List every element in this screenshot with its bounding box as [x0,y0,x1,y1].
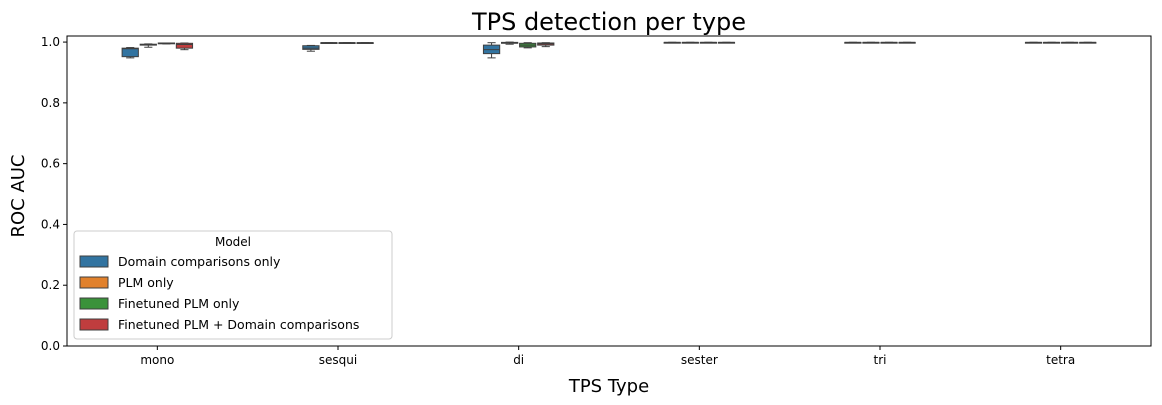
box-body [302,45,320,50]
legend-swatch-domain-comparisons-only [79,255,109,268]
box-finetuned-plm-domain-comparisons-tetra [1079,41,1097,44]
box-domain-comparisons-only-sester [663,41,681,44]
legend-swatch-finetuned-plm-domain-comparisons [79,318,109,331]
box-plm-only-sesqui [320,42,338,44]
box-body [121,47,139,58]
box-finetuned-plm-domain-comparisons-di [537,42,555,48]
box-domain-comparisons-only-mono [121,47,139,59]
box-domain-comparisons-only-sesqui [302,44,320,52]
chart-title: TPS detection per type [471,8,746,36]
box-finetuned-plm-domain-comparisons-sesqui [356,42,374,44]
y-tick-label: 0.2 [41,278,60,292]
legend-label-domain-comparisons-only: Domain comparisons only [118,254,281,269]
legend-label-finetuned-plm-domain-comparisons: Finetuned PLM + Domain comparisons [118,317,359,332]
box-finetuned-plm-only-tetra [1061,41,1079,44]
box-body [175,42,194,49]
x-tick-label-di: di [513,353,524,367]
box-plm-only-di [501,41,519,45]
axes: 0.0 0.2 0.4 0.6 0.8 1.0 mono sesqui di sester tri t… [41,35,1152,367]
legend-frame [73,230,393,340]
x-tick-label-sester: sester [681,353,718,367]
y-tick-label: 0.6 [41,157,60,171]
box-plm-only-tri [862,41,880,44]
box-finetuned-plm-domain-comparisons-tri [898,41,916,44]
box-finetuned-plm-only-mono [157,42,175,45]
legend-title: Model [215,235,251,249]
x-tick-label-tetra: tetra [1046,353,1075,367]
legend-label-finetuned-plm-only: Finetuned PLM only [118,296,240,311]
box-domain-comparisons-only-tetra [1024,41,1043,44]
y-tick-label: 0.4 [41,217,60,231]
x-axis-label: TPS Type [568,376,649,397]
x-tick-label-mono: mono [140,353,174,367]
box-plm-only-tetra [1043,41,1061,44]
box-finetuned-plm-domain-comparisons-sester [717,41,736,44]
box-finetuned-plm-only-sesqui [338,42,356,44]
box-finetuned-plm-only-tri [880,41,898,44]
plot-area [121,41,1097,59]
box-domain-comparisons-only-di [482,42,501,59]
box-plm-only-mono [139,43,157,48]
y-tick-label: 0.8 [41,96,60,110]
legend-swatch-finetuned-plm-only [79,297,109,310]
legend-label-plm-only: PLM only [118,275,174,290]
box-plm-only-sester [681,41,699,44]
legend: Model Domain comparisons only PLM only F… [73,230,393,340]
box-domain-comparisons-only-tri [844,41,862,44]
y-tick-label: 1.0 [41,35,60,49]
box-finetuned-plm-only-sester [699,41,717,44]
axes-frame [66,35,1152,347]
y-tick-label: 0.0 [41,339,60,353]
box-finetuned-plm-only-di [519,42,537,49]
x-tick-label-tri: tri [874,353,887,367]
legend-swatch-plm-only [79,276,109,289]
x-tick-label-sesqui: sesqui [319,353,357,367]
box-finetuned-plm-domain-comparisons-mono [175,42,194,51]
y-axis-label: ROC AUC [8,154,29,237]
